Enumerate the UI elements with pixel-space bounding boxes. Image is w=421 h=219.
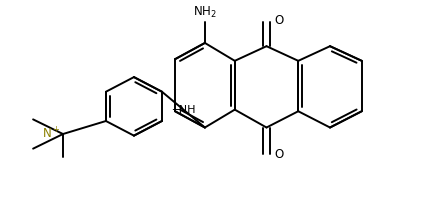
Text: O: O — [274, 14, 284, 27]
Text: ─NH: ─NH — [172, 105, 195, 115]
Text: NH$_2$: NH$_2$ — [193, 5, 217, 20]
Text: O: O — [274, 148, 284, 161]
Text: N$^+$: N$^+$ — [42, 126, 60, 142]
